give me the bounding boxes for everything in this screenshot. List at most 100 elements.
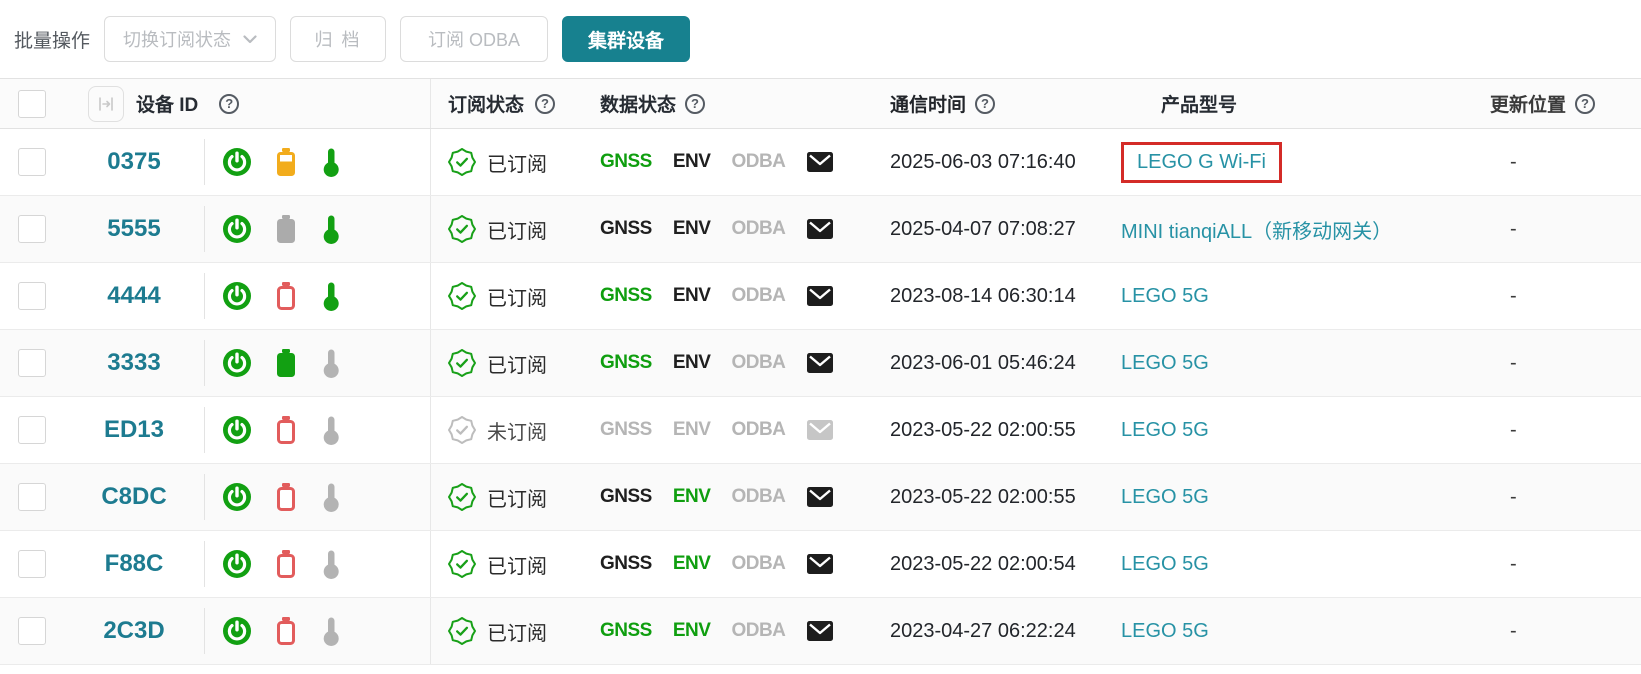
thermometer-icon xyxy=(323,617,339,646)
row-checkbox[interactable] xyxy=(18,483,46,511)
toggle-subscription-dropdown[interactable]: 切换订阅状态 xyxy=(104,16,277,62)
product-model-link[interactable]: LEGO 5G xyxy=(1121,351,1209,374)
power-icon xyxy=(222,415,252,445)
subscription-badge-icon xyxy=(448,550,476,578)
comm-time-cell: 2023-08-14 06:30:14 xyxy=(890,284,1076,307)
product-model-link[interactable]: LEGO 5G xyxy=(1121,619,1209,642)
env-tag: ENV xyxy=(672,553,711,574)
subscription-badge-icon xyxy=(448,483,476,511)
device-status-icons xyxy=(205,347,343,379)
column-resize-icon xyxy=(99,96,113,111)
product-model-link[interactable]: LEGO 5G xyxy=(1121,485,1209,508)
location-cell: - xyxy=(1510,351,1517,374)
product-cell: LEGO 5G xyxy=(1095,419,1420,442)
subscription-status-text: 已订阅 xyxy=(487,220,547,243)
data-status-cell: GNSS ENV ODBA xyxy=(578,486,862,508)
data-status-header-label: 数据状态 xyxy=(600,95,677,116)
table-body: 0375 已订阅 GNSS ENV ODBA 2025-06-03 07:16:… xyxy=(0,129,1641,665)
device-cell: C8DC xyxy=(64,464,430,530)
gnss-tag: GNSS xyxy=(600,218,652,239)
battery-icon xyxy=(277,550,295,578)
gnss-tag: GNSS xyxy=(600,486,652,507)
device-id-link[interactable]: C8DC xyxy=(101,483,167,510)
row-checkbox[interactable] xyxy=(18,617,46,645)
gnss-tag: GNSS xyxy=(600,151,652,172)
comm-time-cell: 2023-05-22 02:00:54 xyxy=(890,552,1076,575)
product-model-link[interactable]: LEGO G Wi-Fi xyxy=(1137,150,1266,173)
device-table: 设备 ID ? 订阅状态 ? 数据状态 ? 通信时间 ? 产品型号 更新位置 ?… xyxy=(0,78,1641,674)
device-cell: 0375 xyxy=(64,129,430,195)
data-status-help-icon[interactable]: ? xyxy=(685,93,706,114)
archive-button[interactable]: 归 档 xyxy=(290,16,387,62)
device-id-link[interactable]: 4444 xyxy=(107,282,161,309)
subscription-status-text: 已订阅 xyxy=(487,488,547,511)
subscription-header-label: 订阅状态 xyxy=(448,95,525,116)
device-id-help-icon[interactable]: ? xyxy=(219,93,240,114)
power-icon xyxy=(222,482,252,512)
device-id-link[interactable]: 3333 xyxy=(107,349,161,376)
product-model-link[interactable]: LEGO 5G xyxy=(1121,284,1209,307)
odba-tag: ODBA xyxy=(731,419,786,440)
power-icon xyxy=(222,281,252,311)
comm-time-cell: 2025-06-03 07:16:40 xyxy=(890,150,1076,173)
subscription-status-text: 已订阅 xyxy=(487,153,547,176)
device-id-link[interactable]: 0375 xyxy=(107,148,161,175)
header-device-id: 设备 ID ? xyxy=(64,79,430,128)
device-status-icons xyxy=(205,481,343,513)
power-icon xyxy=(222,214,252,244)
subscribe-odba-label: 订阅 ODBA xyxy=(428,30,521,50)
mail-icon xyxy=(806,486,835,508)
odba-tag: ODBA xyxy=(731,352,786,373)
row-checkbox[interactable] xyxy=(18,416,46,444)
location-cell: - xyxy=(1510,418,1517,441)
product-model-link[interactable]: MINI tianqiALL（新移动网关） xyxy=(1121,220,1393,243)
device-id-link[interactable]: 2C3D xyxy=(103,617,165,644)
row-checkbox[interactable] xyxy=(18,282,46,310)
subscription-cell: 已订阅 xyxy=(430,129,578,195)
subscribe-odba-button[interactable]: 订阅 ODBA xyxy=(400,16,549,62)
subscription-badge-icon xyxy=(448,416,476,444)
battery-icon xyxy=(277,148,295,176)
device-id-link[interactable]: 5555 xyxy=(107,215,161,242)
product-model-link[interactable]: LEGO 5G xyxy=(1121,418,1209,441)
mail-icon xyxy=(806,218,835,240)
product-header-label: 产品型号 xyxy=(1161,95,1238,116)
row-checkbox[interactable] xyxy=(18,215,46,243)
row-checkbox[interactable] xyxy=(18,349,46,377)
archive-label: 归 档 xyxy=(314,30,362,50)
device-status-icons xyxy=(205,146,343,178)
battery-icon xyxy=(277,282,295,310)
data-status-cell: GNSS ENV ODBA xyxy=(578,553,862,575)
column-resize-button[interactable] xyxy=(88,85,124,122)
select-all-checkbox[interactable] xyxy=(18,89,46,118)
odba-tag: ODBA xyxy=(731,218,786,239)
subscription-badge-icon xyxy=(448,282,476,310)
thermometer-icon xyxy=(323,416,339,445)
cluster-devices-button[interactable]: 集群设备 xyxy=(562,16,691,62)
battery-icon xyxy=(277,483,295,511)
product-cell: LEGO 5G xyxy=(1095,620,1420,643)
table-row-F88C: F88C 已订阅 GNSS ENV ODBA 2023-05-22 02:00:… xyxy=(0,531,1641,598)
mail-icon xyxy=(806,285,835,307)
power-icon xyxy=(222,147,252,177)
subscription-help-icon[interactable]: ? xyxy=(535,93,556,114)
device-id-link[interactable]: ED13 xyxy=(103,416,165,443)
location-cell: - xyxy=(1510,552,1517,575)
device-cell: 3333 xyxy=(64,330,430,396)
row-checkbox[interactable] xyxy=(18,148,46,176)
header-comm-time: 通信时间 ? xyxy=(862,90,1095,117)
data-status-cell: GNSS ENV ODBA xyxy=(578,352,862,374)
device-status-icons xyxy=(205,548,343,580)
location-help-icon[interactable]: ? xyxy=(1575,93,1596,114)
row-checkbox[interactable] xyxy=(18,550,46,578)
cell-divider xyxy=(204,541,205,587)
data-status-cell: GNSS ENV ODBA xyxy=(578,419,862,441)
cell-divider xyxy=(204,273,205,319)
batch-actions-label: 批量操作 xyxy=(14,30,91,52)
subscription-cell: 已订阅 xyxy=(430,330,578,396)
battery-icon xyxy=(277,617,295,645)
row-checkbox-cell xyxy=(0,464,64,530)
comm-time-help-icon[interactable]: ? xyxy=(975,93,996,114)
device-id-link[interactable]: F88C xyxy=(104,550,164,577)
product-model-link[interactable]: LEGO 5G xyxy=(1121,552,1209,575)
